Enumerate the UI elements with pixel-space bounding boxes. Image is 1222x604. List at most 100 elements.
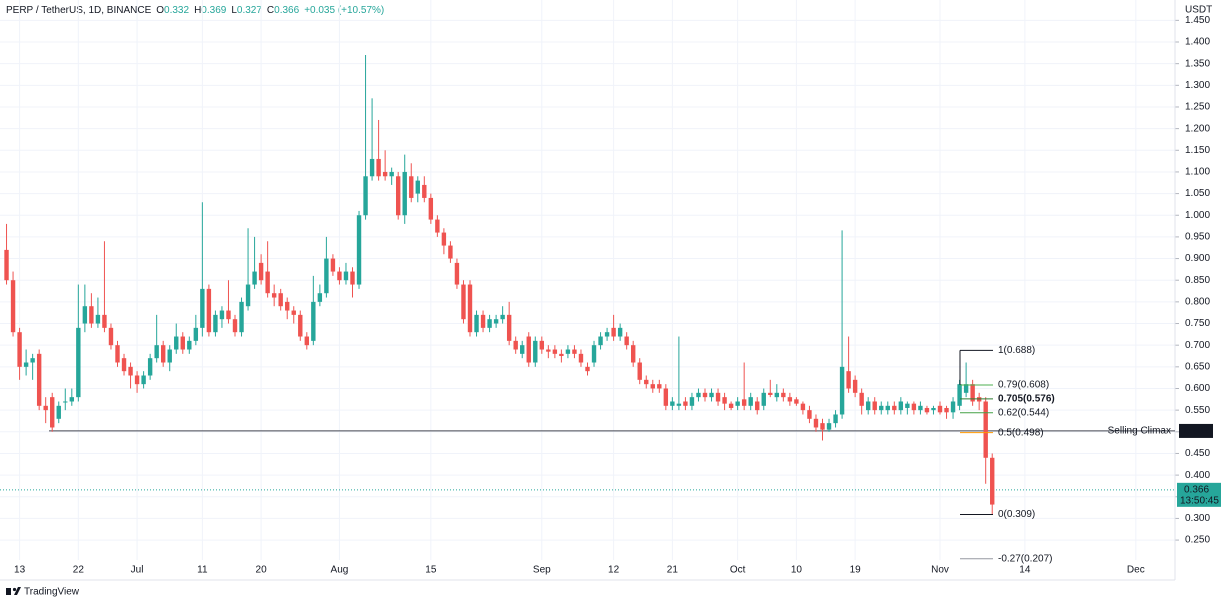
candle-body: [676, 403, 682, 406]
candle-body: [167, 349, 172, 363]
candle-body: [350, 271, 355, 285]
candle-body: [559, 353, 564, 357]
candle-body: [285, 301, 290, 311]
candle-body: [304, 336, 310, 346]
candle-body: [441, 232, 447, 246]
candle-body: [180, 336, 185, 350]
candle-body: [768, 392, 773, 395]
candle-body: [324, 258, 329, 294]
y-tick-label: 0.250: [1185, 535, 1210, 546]
candle-body: [644, 379, 649, 385]
ohlc-value: 0.366: [274, 5, 299, 16]
candle-body: [670, 401, 675, 406]
candle-body: [363, 176, 368, 216]
candle-body: [461, 284, 466, 320]
y-tick-label: 0.600: [1185, 383, 1210, 394]
candle-body: [826, 423, 832, 430]
candle-body: [637, 362, 642, 380]
candle-body: [696, 392, 701, 398]
candle-body: [807, 410, 812, 419]
candle-body: [722, 397, 727, 404]
candle-body: [298, 314, 303, 337]
logo-text: TradingView: [24, 587, 80, 598]
candle-body: [552, 349, 558, 354]
y-tick-label: 0.750: [1185, 318, 1210, 329]
candle-body: [409, 176, 414, 198]
candle-body: [963, 384, 969, 393]
countdown: 13:50:45: [1180, 495, 1219, 506]
y-tick-label: 0.800: [1185, 297, 1210, 308]
candle-body: [415, 180, 420, 194]
candle-body: [17, 332, 22, 367]
fib-label: 0(0.309): [998, 509, 1035, 520]
candle-body: [565, 349, 571, 354]
candle-body: [239, 301, 244, 333]
candle-body: [147, 358, 153, 376]
candle-body: [702, 392, 708, 398]
candle-body: [879, 405, 884, 411]
candle-body: [748, 397, 753, 406]
candle-body: [311, 301, 316, 341]
candle-body: [63, 401, 68, 403]
x-tick-label: Sep: [533, 565, 551, 576]
candle-body: [624, 336, 629, 346]
candle-body: [617, 327, 623, 337]
candle-body: [630, 345, 636, 363]
x-tick-label: 10: [791, 565, 803, 576]
candle-body: [859, 392, 864, 406]
y-tick-label: 1.000: [1185, 210, 1210, 221]
y-tick-label: 0.700: [1185, 340, 1210, 351]
y-tick-label: 1.250: [1185, 102, 1210, 113]
candle-body: [121, 358, 127, 372]
y-tick-label: 1.350: [1185, 58, 1210, 69]
candle-body: [402, 171, 407, 216]
candle-body: [715, 392, 721, 402]
candle-body: [761, 392, 766, 406]
fib-label: 0.5(0.498): [998, 427, 1044, 438]
candle-body: [50, 397, 55, 428]
candle-body: [115, 345, 120, 363]
candle-body: [578, 353, 584, 363]
candle-body: [95, 314, 101, 324]
candle-body: [520, 345, 525, 354]
candle-body: [82, 306, 88, 324]
candle-body: [794, 399, 799, 404]
candle-body: [970, 384, 975, 402]
fib-label: 1(0.688): [998, 345, 1035, 356]
candle-body: [23, 362, 29, 367]
candle-body: [382, 171, 388, 177]
x-tick-label: 12: [608, 565, 620, 576]
candle-body: [76, 327, 81, 398]
ohlc-value: 0.369: [201, 5, 226, 16]
candle-body: [500, 314, 505, 320]
ohlc-label: H: [194, 5, 201, 16]
last-price-badge: [1177, 482, 1221, 507]
candle-body: [193, 327, 199, 341]
candle-body: [820, 423, 825, 430]
candle-body: [467, 284, 473, 333]
fib-label: 0.79(0.608): [998, 380, 1049, 391]
candle-body: [598, 336, 603, 346]
y-tick-label: 1.450: [1185, 15, 1210, 26]
candle-body: [330, 258, 336, 272]
logo-icon: [12, 587, 17, 592]
candle-body: [506, 314, 512, 341]
y-tick-label: 1.050: [1185, 188, 1210, 199]
fib-label: 0.705(0.576): [998, 394, 1055, 405]
candle-body: [30, 358, 35, 363]
candle-body: [741, 399, 747, 406]
candle-body: [585, 366, 590, 372]
price-badge: [1179, 423, 1213, 438]
candle-body: [43, 405, 48, 411]
candle-body: [200, 288, 205, 328]
x-tick-label: Oct: [730, 565, 746, 576]
candle-body: [650, 384, 655, 389]
candle-body: [213, 314, 218, 333]
candle-body: [865, 401, 871, 411]
candle-body: [833, 414, 838, 424]
candle-body: [154, 345, 159, 359]
candle-body: [539, 340, 545, 350]
x-tick-label: Jul: [131, 565, 144, 576]
y-tick-label: 0.900: [1185, 253, 1210, 264]
